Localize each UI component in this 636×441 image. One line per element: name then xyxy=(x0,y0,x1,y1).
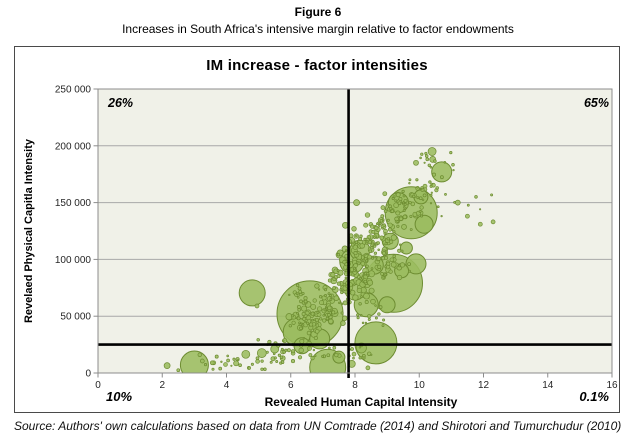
y-tick-label: 250 000 xyxy=(55,85,92,96)
figure-label: Figure 6 xyxy=(294,5,342,19)
quadrant-share-bottom-right: 0.1% xyxy=(579,389,609,404)
chart-canvas: 0 50 000 100 000 150 000 200 000 250 000 0 2 4 6 8… xyxy=(23,85,618,410)
quadrant-share-top-left: 26% xyxy=(107,96,133,110)
plot-area: 0 50 000 100 000 150 000 200 000 250 000 0 2 4 6 8… xyxy=(55,85,618,392)
y-axis-title: Revelaed Physical Capitla Intensity xyxy=(23,138,35,323)
x-tick-label: 10 xyxy=(414,380,426,391)
y-tick-label: 100 000 xyxy=(55,255,92,266)
quadrant-share-top-right: 65% xyxy=(584,96,609,110)
y-tick-label: 0 xyxy=(85,369,91,380)
y-tick-label: 200 000 xyxy=(55,141,92,152)
figure-caption: Increases in South Africa's intensive ma… xyxy=(122,22,514,36)
x-tick-label: 14 xyxy=(542,380,554,391)
x-tick-label: 4 xyxy=(224,380,230,391)
x-tick-label: 0 xyxy=(95,380,101,391)
x-tick-label: 6 xyxy=(288,380,294,391)
x-tick-label: 12 xyxy=(478,380,490,391)
x-tick-label: 16 xyxy=(606,380,618,391)
y-tick-label: 50 000 xyxy=(60,312,91,323)
x-axis-title: Revealed Human Capital Intensity xyxy=(265,395,458,409)
chart-frame: IM increase - factor intensities 0 50 000… xyxy=(14,46,620,413)
source-note: Source: Authors' own calculations based … xyxy=(14,419,622,433)
y-tick-label: 150 000 xyxy=(55,198,92,209)
chart-title: IM increase - factor intensities xyxy=(206,57,428,74)
x-tick-label: 8 xyxy=(352,380,358,391)
x-tick-label: 2 xyxy=(159,380,165,391)
quadrant-share-bottom-left: 10% xyxy=(106,389,132,404)
